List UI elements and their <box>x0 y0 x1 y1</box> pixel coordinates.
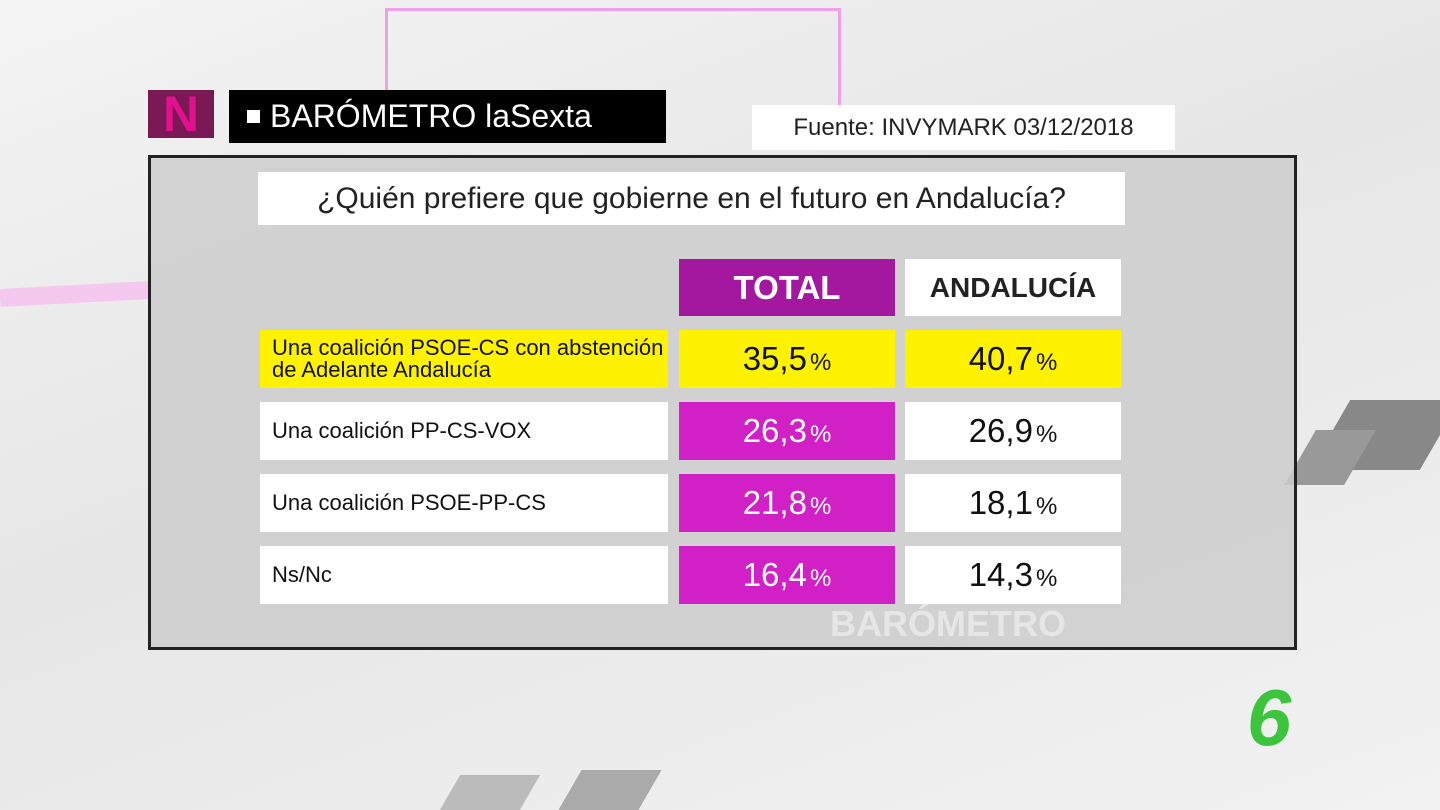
cell-value: 26,3 <box>742 412 807 449</box>
cell-value: 26,9 <box>968 412 1033 449</box>
cell-unit: % <box>1035 565 1058 592</box>
cell-value: 18,1 <box>968 484 1033 521</box>
column-header: ANDALUCÍA <box>905 259 1121 316</box>
source: Fuente: INVYMARK 03/12/2018 <box>752 105 1175 150</box>
cell-unit: % <box>809 493 832 520</box>
cell-unit: % <box>1035 349 1058 376</box>
cell-value: 35,5 <box>742 340 807 377</box>
logo: N <box>148 86 214 142</box>
cell-value: 40,7 <box>968 340 1033 377</box>
deco-block <box>558 770 662 810</box>
cell-unit: % <box>1035 493 1058 520</box>
row-label: Ns/Nc <box>260 546 668 604</box>
row-label: Una coalición PP-CS-VOX <box>260 402 668 460</box>
channel-logo: 6 <box>1246 673 1292 762</box>
brand-bar: BARÓMETRO laSexta <box>229 90 666 143</box>
cell: 16,4% <box>679 546 895 604</box>
cell-value: 21,8 <box>742 484 807 521</box>
cell: 26,9% <box>905 402 1121 460</box>
cell-value: 16,4 <box>742 556 807 593</box>
cell: 40,7% <box>905 330 1121 388</box>
cell-unit: % <box>809 349 832 376</box>
cell-unit: % <box>809 421 832 448</box>
cell: 14,3% <box>905 546 1121 604</box>
question: ¿Quién prefiere que gobierne en el futur… <box>258 172 1125 225</box>
watermark: BARÓMETRO <box>830 603 1066 644</box>
cell-unit: % <box>1035 421 1058 448</box>
deco-block <box>439 775 541 810</box>
cell: 18,1% <box>905 474 1121 532</box>
cell: 21,8% <box>679 474 895 532</box>
brand: BARÓMETRO laSexta <box>270 98 592 134</box>
bullet <box>247 110 260 123</box>
cell: 26,3% <box>679 402 895 460</box>
deco-stripe <box>0 281 151 307</box>
cell-unit: % <box>809 565 832 592</box>
cell: 35,5% <box>679 330 895 388</box>
deco-frame <box>385 8 841 121</box>
cell-value: 14,3 <box>968 556 1033 593</box>
row-label: Una coalición PSOE-CS con abstención de … <box>260 330 668 388</box>
column-header: TOTAL <box>679 259 895 316</box>
row-label: Una coalición PSOE-PP-CS <box>260 474 668 532</box>
